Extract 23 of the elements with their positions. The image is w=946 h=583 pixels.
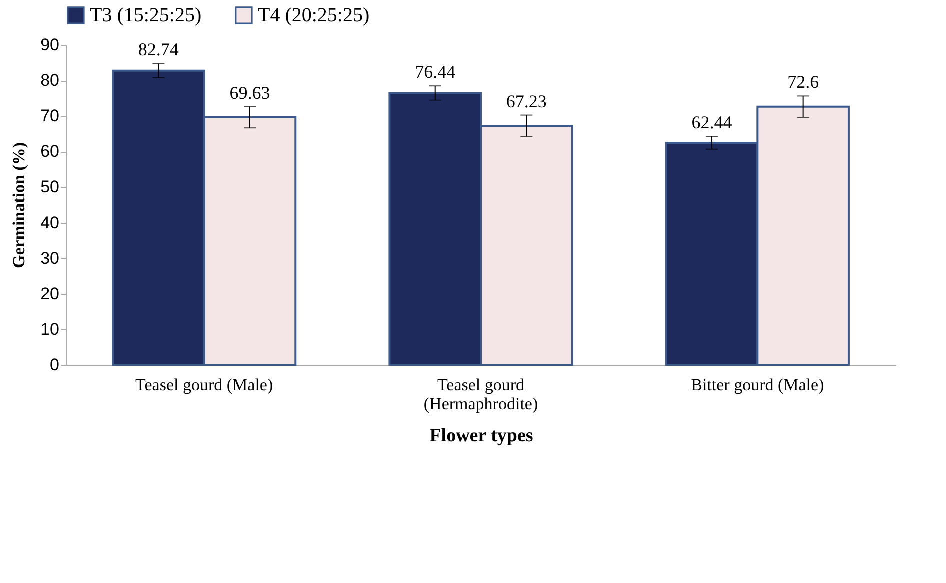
data-label: 69.63 [230,82,270,103]
y-tick-label: 60 [40,142,60,162]
y-tick-label: 30 [40,248,60,268]
legend-label: T3 (15:25:25) [90,4,202,26]
y-axis-title: Germination (%) [10,142,29,269]
y-tick-label: 80 [40,71,60,90]
x-tick-label: Teasel gourd (Hermaphrodite) [424,376,538,414]
x-tick-label: Bitter gourd (Male) [691,376,824,394]
data-label: 82.74 [138,40,179,60]
data-label: 62.44 [692,112,732,133]
x-axis-title: Flower types [430,426,534,446]
x-tick-label: Teasel gourd (Male) [136,376,274,394]
data-label: 72.6 [788,72,820,92]
y-tick-label: 40 [40,213,60,232]
y-tick-label: 20 [40,284,60,304]
y-tick-label: 50 [40,178,60,197]
y-tick-label: 10 [40,320,60,339]
y-tick-label: 70 [40,106,60,126]
data-label: 76.44 [415,62,456,82]
legend-label: T4 (20:25:25) [258,4,370,26]
y-tick-label: 90 [40,36,60,54]
y-tick-label: 0 [50,356,60,374]
data-label: 67.23 [506,91,547,112]
